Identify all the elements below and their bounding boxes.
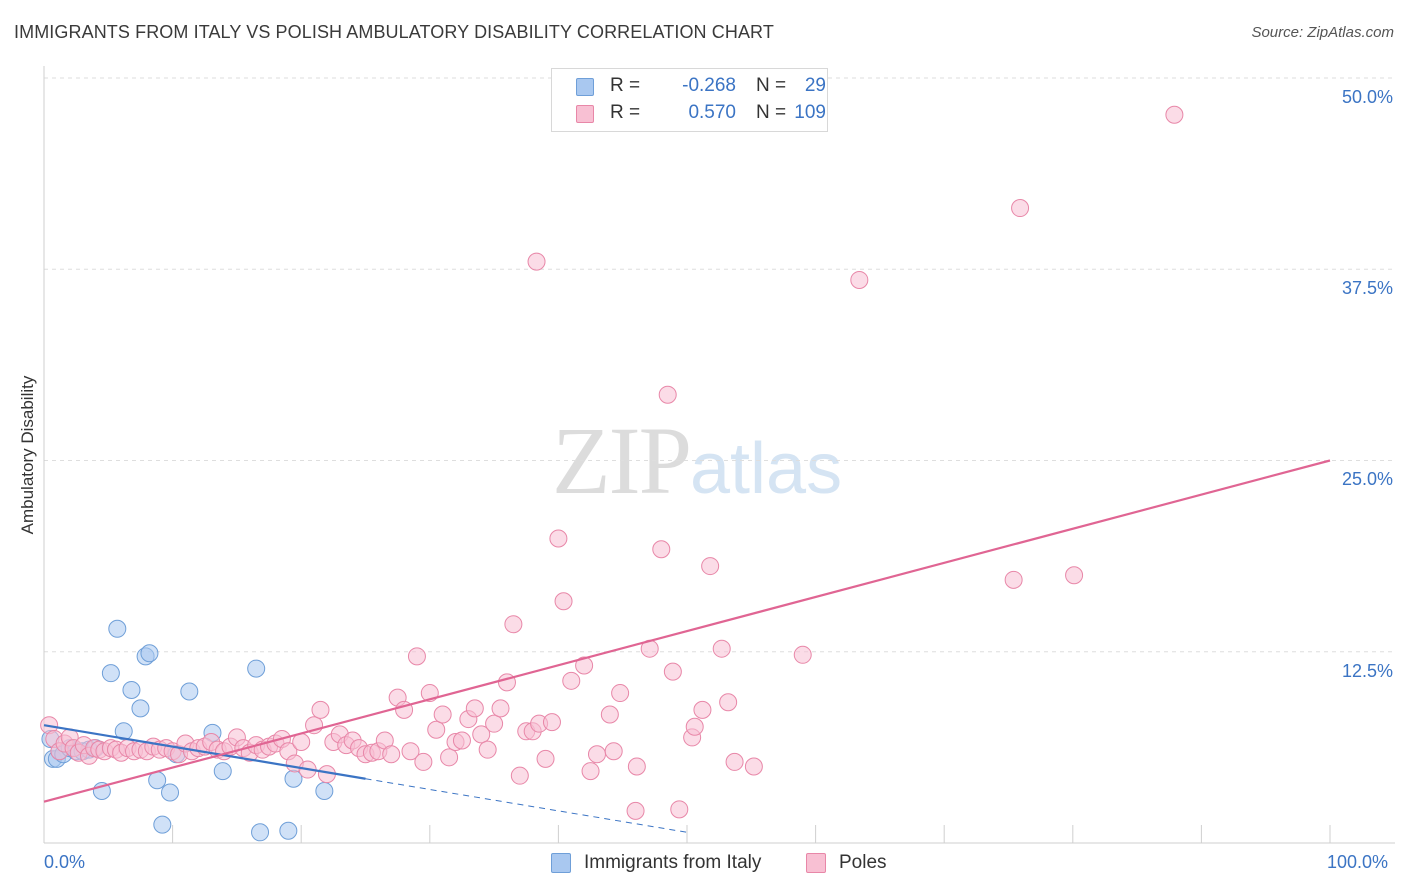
chart-title: IMMIGRANTS FROM ITALY VS POLISH AMBULATO… [14,22,774,42]
poles-point [414,752,433,771]
y-tick-label-37-5: 37.5% [1341,278,1393,298]
y-tick-label-50: 50.0% [1341,87,1393,107]
poles-point [581,762,600,781]
x-tick-label-max: 100.0% [1327,852,1389,872]
poles-point [510,766,529,785]
poles-point [587,745,606,764]
poles-point [1011,199,1030,218]
bottom-legend-label-italy: Immigrants from Italy [584,852,762,873]
poles-point [693,700,712,719]
poles-point [1065,566,1084,585]
poles-point [549,529,568,548]
italy-point [315,781,334,800]
legend-n-value: 109 [794,102,826,123]
italy-point [140,644,159,663]
poles-point [663,662,682,681]
poles-point [440,748,459,767]
poles-point [478,740,497,759]
italy-point [122,681,141,699]
source-label: Source: ZipAtlas.com [1251,24,1394,41]
bottom-legend-label-poles: Poles [839,852,887,873]
poles-point [575,656,594,675]
legend-n-label: N = [756,75,787,96]
poles-point [627,757,646,776]
correlation-legend: R = -0.268 N = 29 R = 0.570 N = 109 [551,68,828,132]
poles-point [701,557,720,576]
y-axis-title: Ambulatory Disability [18,375,37,535]
italy-point [247,659,266,678]
poles-point [401,742,420,761]
legend-n-value: 29 [804,75,826,96]
legend-swatch-italy [576,78,594,96]
legend-r-value: 0.570 [688,102,736,123]
poles-point [472,725,491,744]
italy-point [108,619,127,638]
poles-point [527,252,546,271]
poles-point [600,705,619,724]
poles-trend-line [43,459,1331,803]
italy-point [114,722,133,741]
poles-point [382,745,401,764]
poles-point [744,757,763,776]
poles-point [427,720,446,739]
italy-point [180,682,199,701]
italy-point [161,783,180,802]
legend-n-label: N = [756,102,787,123]
poles-point [850,270,869,289]
poles-point [554,592,573,611]
legend-r-value: -0.268 [682,75,736,96]
italy-point [101,664,120,683]
italy-point [251,823,270,842]
y-tick-label-25: 25.0% [1341,469,1393,489]
bottom-legend-swatch-italy [551,853,571,873]
poles-point [407,647,426,666]
poles-point [725,752,744,771]
poles-point [1004,570,1023,589]
poles-point [465,699,484,718]
watermark-atlas: atlas [690,429,843,509]
x-tick-label-min: 0.0% [44,852,86,872]
italy-point [153,815,172,834]
poles-point [1165,105,1184,124]
poles-point [452,731,471,750]
poles-point [719,693,738,712]
poles-point [504,615,523,634]
poles-point [611,684,630,703]
poles-point [562,671,581,690]
poles-point [626,801,645,820]
poles-point [652,540,671,559]
poles-point [491,699,510,718]
italy-point [213,762,232,781]
poles-point [712,639,731,658]
poles-point [311,700,330,719]
italy-trend-line [43,724,366,780]
poles-point [685,717,704,736]
poles-point [542,713,561,732]
poles-point [485,714,504,733]
italy-point [279,821,298,840]
y-tick-label-12-5: 12.5% [1341,661,1393,681]
poles-point [604,742,623,761]
legend-swatch-poles [576,105,594,123]
legend-r-label: R = [610,102,641,123]
italy-point [131,699,150,718]
poles-point [536,749,555,768]
poles-point [793,645,812,664]
poles-point [670,800,689,819]
bottom-legend-swatch-poles [806,853,826,873]
poles-point [433,705,452,724]
legend-r-label: R = [610,75,641,96]
poles-point [658,385,677,404]
